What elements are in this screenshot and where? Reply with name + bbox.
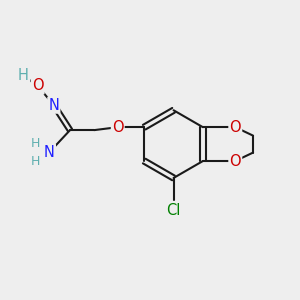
Text: O: O — [112, 120, 124, 135]
Text: H: H — [31, 137, 40, 150]
Text: H: H — [31, 154, 40, 167]
Text: O: O — [230, 120, 241, 135]
Text: O: O — [32, 79, 44, 94]
Text: O: O — [230, 154, 241, 169]
Text: Cl: Cl — [167, 203, 181, 218]
Text: H: H — [18, 68, 29, 83]
Text: N: N — [44, 145, 55, 160]
Text: N: N — [48, 98, 59, 112]
